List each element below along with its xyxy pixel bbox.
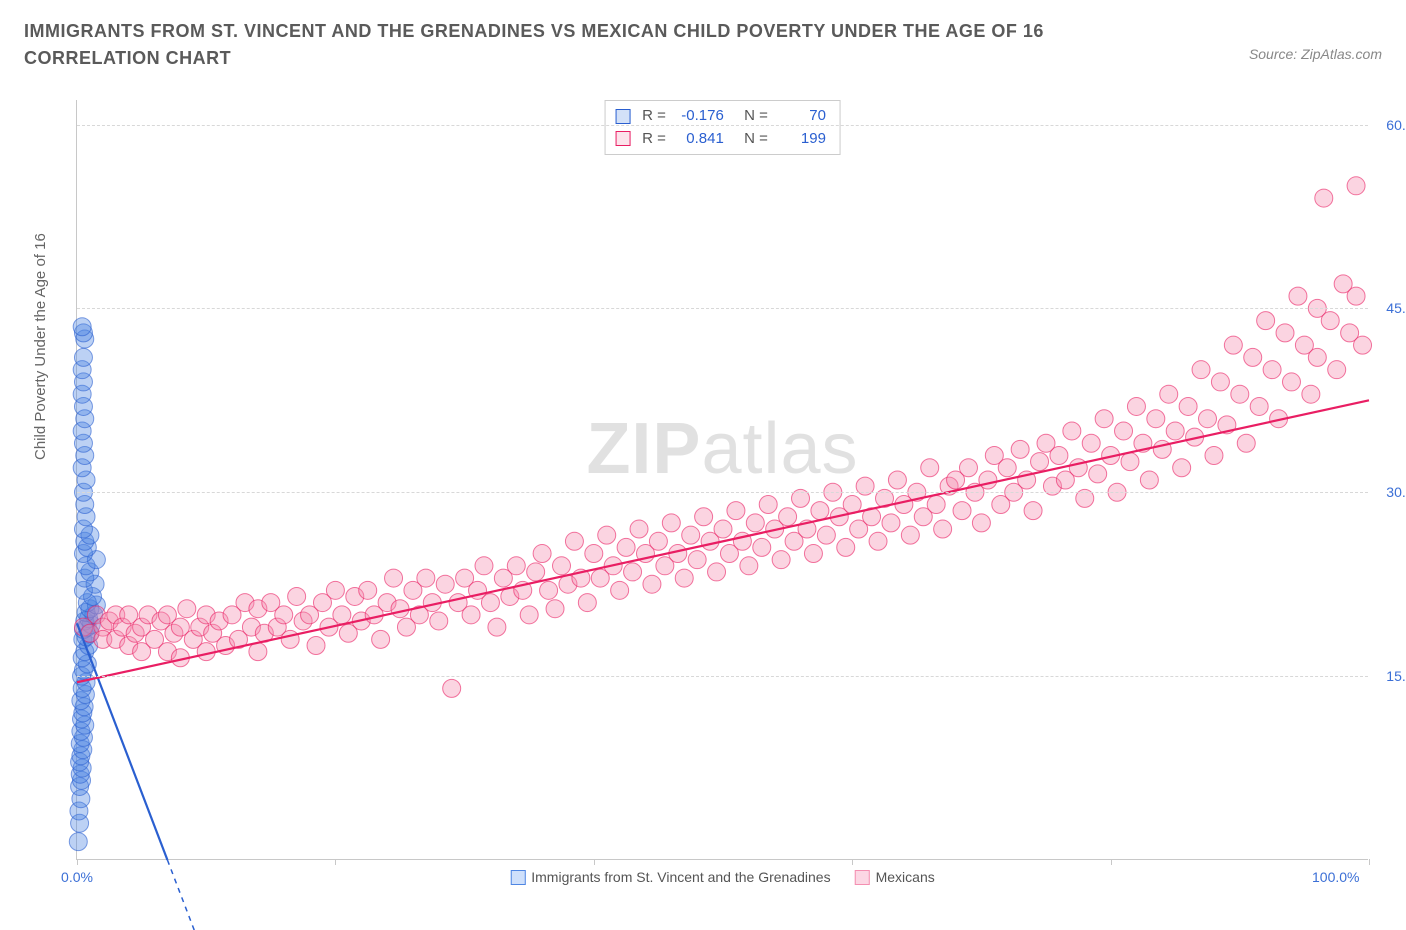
y-tick-label: 60.0% — [1386, 117, 1406, 133]
x-tick-label: 100.0% — [1312, 869, 1369, 885]
y-tick-label: 45.0% — [1386, 300, 1406, 316]
trend-lines — [77, 100, 1368, 859]
chart-header: IMMIGRANTS FROM ST. VINCENT AND THE GREN… — [0, 0, 1406, 80]
y-tick-label: 15.0% — [1386, 668, 1406, 684]
y-axis-label: Child Poverty Under the Age of 16 — [32, 233, 49, 460]
correlation-legend: R =-0.176 N =70 R =0.841 N =199 — [604, 100, 841, 155]
x-tick-label: 0.0% — [61, 869, 93, 885]
chart-source: Source: ZipAtlas.com — [1249, 46, 1382, 62]
x-legend-item: Mexicans — [855, 869, 935, 885]
legend-row: R =0.841 N =199 — [615, 128, 826, 151]
x-axis-legend: Immigrants from St. Vincent and the Gren… — [510, 869, 934, 885]
y-tick-label: 30.0% — [1386, 484, 1406, 500]
chart-area: Child Poverty Under the Age of 16 ZIPatl… — [48, 100, 1378, 890]
x-legend-item: Immigrants from St. Vincent and the Gren… — [510, 869, 830, 885]
plot-region: ZIPatlas R =-0.176 N =70 R =0.841 N =199… — [76, 100, 1368, 860]
chart-title: IMMIGRANTS FROM ST. VINCENT AND THE GREN… — [24, 18, 1124, 72]
